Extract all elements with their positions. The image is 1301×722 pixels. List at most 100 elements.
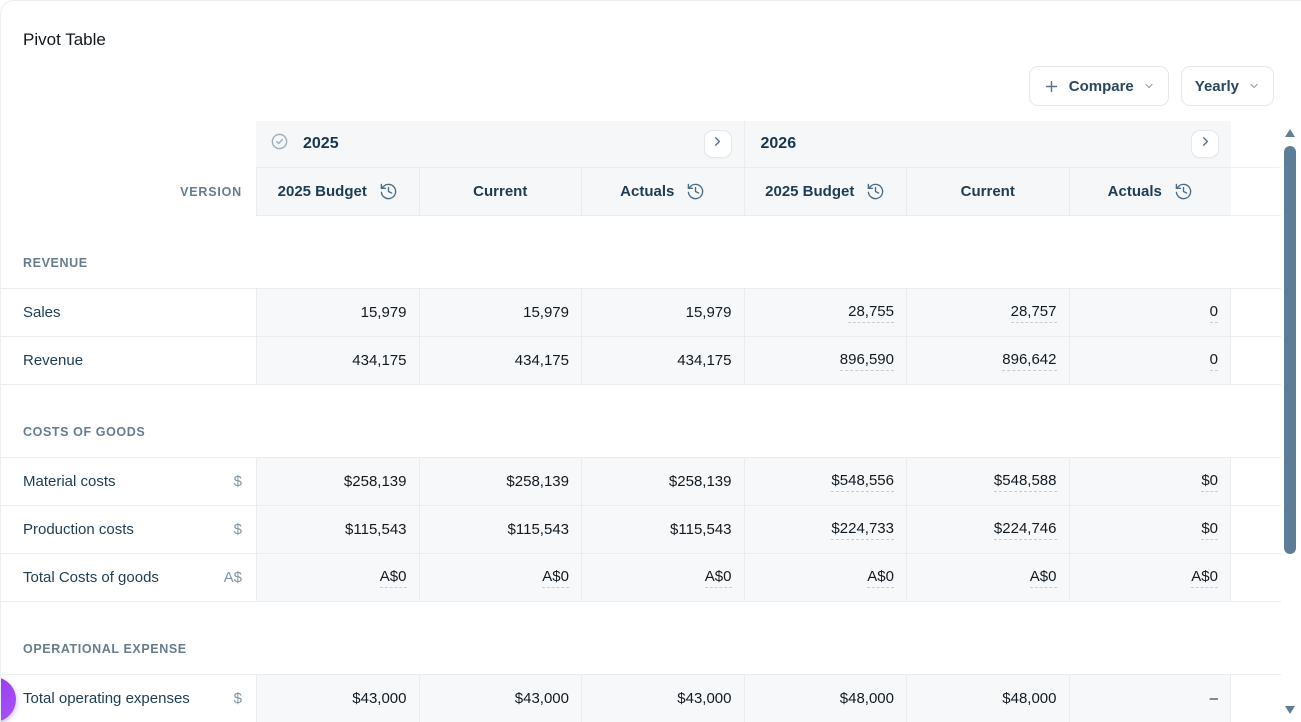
period-select-label: Yearly [1194, 77, 1239, 95]
scroll-down-arrow-icon[interactable] [1285, 706, 1295, 714]
version-label: 2025 Budget [277, 183, 367, 200]
chevron-right-icon [710, 134, 725, 154]
cell[interactable]: $0 [1068, 458, 1231, 505]
version-label: Actuals [620, 183, 675, 200]
version-row-label: VERSION [180, 185, 242, 199]
row-label-sales[interactable]: Sales [1, 289, 256, 336]
plus-icon [1043, 78, 1060, 95]
history-icon[interactable] [1174, 182, 1193, 201]
cell[interactable]: A$0 [581, 554, 744, 601]
cell[interactable]: $0 [1068, 506, 1231, 553]
row-label-revenue[interactable]: Revenue [1, 337, 256, 384]
year-header-band: 2025 2026 [256, 121, 1231, 168]
row-name: Sales [23, 304, 61, 321]
cell[interactable]: $43,000 [418, 675, 581, 722]
cell[interactable]: $48,000 [743, 675, 906, 722]
cell[interactable]: $224,733 [743, 506, 906, 553]
expand-year-2026-button[interactable] [1191, 130, 1219, 158]
version-label: 2025 Budget [765, 183, 855, 200]
table-row-material-costs: Material costs $ $258,139 $258,139 $258,… [1, 458, 1281, 506]
chevron-down-icon [1248, 80, 1260, 92]
version-header-row: VERSION 2025 Budget Current Actuals 2025… [1, 168, 1281, 216]
version-header-2025-actuals[interactable]: Actuals [581, 168, 744, 216]
cell[interactable]: A$0 [743, 554, 906, 601]
row-label-production-costs[interactable]: Production costs $ [1, 506, 256, 553]
cell[interactable]: $258,139 [581, 458, 744, 505]
scrollbar-thumb[interactable] [1284, 146, 1296, 554]
cell[interactable]: $115,543 [418, 506, 581, 553]
cell[interactable]: $258,139 [418, 458, 581, 505]
page-title: Pivot Table [23, 30, 106, 49]
assistant-fab-button[interactable] [1, 677, 16, 722]
year-label: 2026 [760, 135, 797, 152]
version-header-2025-budget[interactable]: 2025 Budget [256, 168, 419, 216]
cell[interactable]: $224,746 [906, 506, 1069, 553]
cell[interactable]: $43,000 [256, 675, 419, 722]
currency-indicator: $ [233, 521, 242, 538]
cell[interactable]: – [1068, 675, 1231, 722]
row-label-material-costs[interactable]: Material costs $ [1, 458, 256, 505]
currency-indicator: $ [233, 473, 242, 490]
year-header-extension [1231, 121, 1281, 168]
cell[interactable]: 28,755 [743, 289, 906, 336]
row-name: Production costs [23, 521, 134, 538]
cell[interactable]: 434,175 [256, 337, 419, 384]
cell[interactable]: A$0 [1068, 554, 1231, 601]
version-header-extension [1231, 168, 1281, 216]
history-icon[interactable] [379, 182, 398, 201]
pivot-table: 2025 2026 VERSION 2025 Budget [1, 121, 1281, 722]
cell[interactable]: $43,000 [581, 675, 744, 722]
section-costs-of-goods: Material costs $ $258,139 $258,139 $258,… [1, 457, 1281, 602]
cell[interactable]: 15,979 [418, 289, 581, 336]
cell[interactable]: $548,556 [743, 458, 906, 505]
cell[interactable]: A$0 [418, 554, 581, 601]
row-label-total-operating-expenses[interactable]: Total operating expenses $ [1, 675, 256, 722]
cell[interactable]: $258,139 [256, 458, 419, 505]
cell[interactable]: A$0 [906, 554, 1069, 601]
expand-year-2025-button[interactable] [703, 130, 732, 158]
row-label-total-costs-of-goods[interactable]: Total Costs of goods A$ [1, 554, 256, 601]
row-name: Total Costs of goods [23, 569, 159, 586]
cell[interactable]: 434,175 [581, 337, 744, 384]
cell[interactable]: A$0 [256, 554, 419, 601]
cell[interactable]: $48,000 [906, 675, 1069, 722]
version-label: Current [473, 183, 528, 200]
toolbar: Compare Yearly [1028, 66, 1274, 106]
period-select-button[interactable]: Yearly [1180, 66, 1274, 106]
compare-button-label: Compare [1068, 77, 1134, 95]
table-row-revenue: Revenue 434,175 434,175 434,175 896,590 … [1, 337, 1281, 385]
version-header-2026-budget[interactable]: 2025 Budget [743, 168, 906, 216]
table-row-total-operating-expenses: Total operating expenses $ $43,000 $43,0… [1, 675, 1281, 722]
year-label: 2025 [303, 135, 339, 152]
cell[interactable]: $548,588 [906, 458, 1069, 505]
section-operational-expense: Total operating expenses $ $43,000 $43,0… [1, 674, 1281, 722]
cell[interactable]: 896,590 [743, 337, 906, 384]
row-name: Revenue [23, 352, 84, 369]
cell[interactable]: 15,979 [256, 289, 419, 336]
version-header-2025-current[interactable]: Current [418, 168, 581, 216]
year-group-2025: 2025 [256, 121, 744, 167]
year-group-2026: 2026 [743, 121, 1232, 167]
cell[interactable]: 434,175 [418, 337, 581, 384]
scroll-up-arrow-icon[interactable] [1285, 129, 1295, 137]
cell[interactable]: 0 [1068, 337, 1231, 384]
version-header-2026-current[interactable]: Current [906, 168, 1069, 216]
cell[interactable]: 0 [1068, 289, 1231, 336]
history-icon[interactable] [866, 182, 885, 201]
cell[interactable]: $115,543 [581, 506, 744, 553]
table-row-total-costs-of-goods: Total Costs of goods A$ A$0 A$0 A$0 A$0 … [1, 554, 1281, 602]
check-circle-icon [270, 132, 289, 156]
section-title-costs-of-goods: COSTS OF GOODS [23, 425, 146, 439]
cell[interactable]: $115,543 [256, 506, 419, 553]
cell[interactable]: 15,979 [581, 289, 744, 336]
compare-button[interactable]: Compare [1028, 66, 1169, 106]
cell[interactable]: 896,642 [906, 337, 1069, 384]
cell[interactable]: 28,757 [906, 289, 1069, 336]
version-header-2026-actuals[interactable]: Actuals [1068, 168, 1231, 216]
table-row-production-costs: Production costs $ $115,543 $115,543 $11… [1, 506, 1281, 554]
table-row-sales: Sales 15,979 15,979 15,979 28,755 28,757… [1, 289, 1281, 337]
chevron-down-icon [1143, 80, 1155, 92]
vertical-scrollbar[interactable] [1283, 121, 1298, 722]
history-icon[interactable] [686, 182, 705, 201]
version-label: Current [960, 183, 1015, 200]
